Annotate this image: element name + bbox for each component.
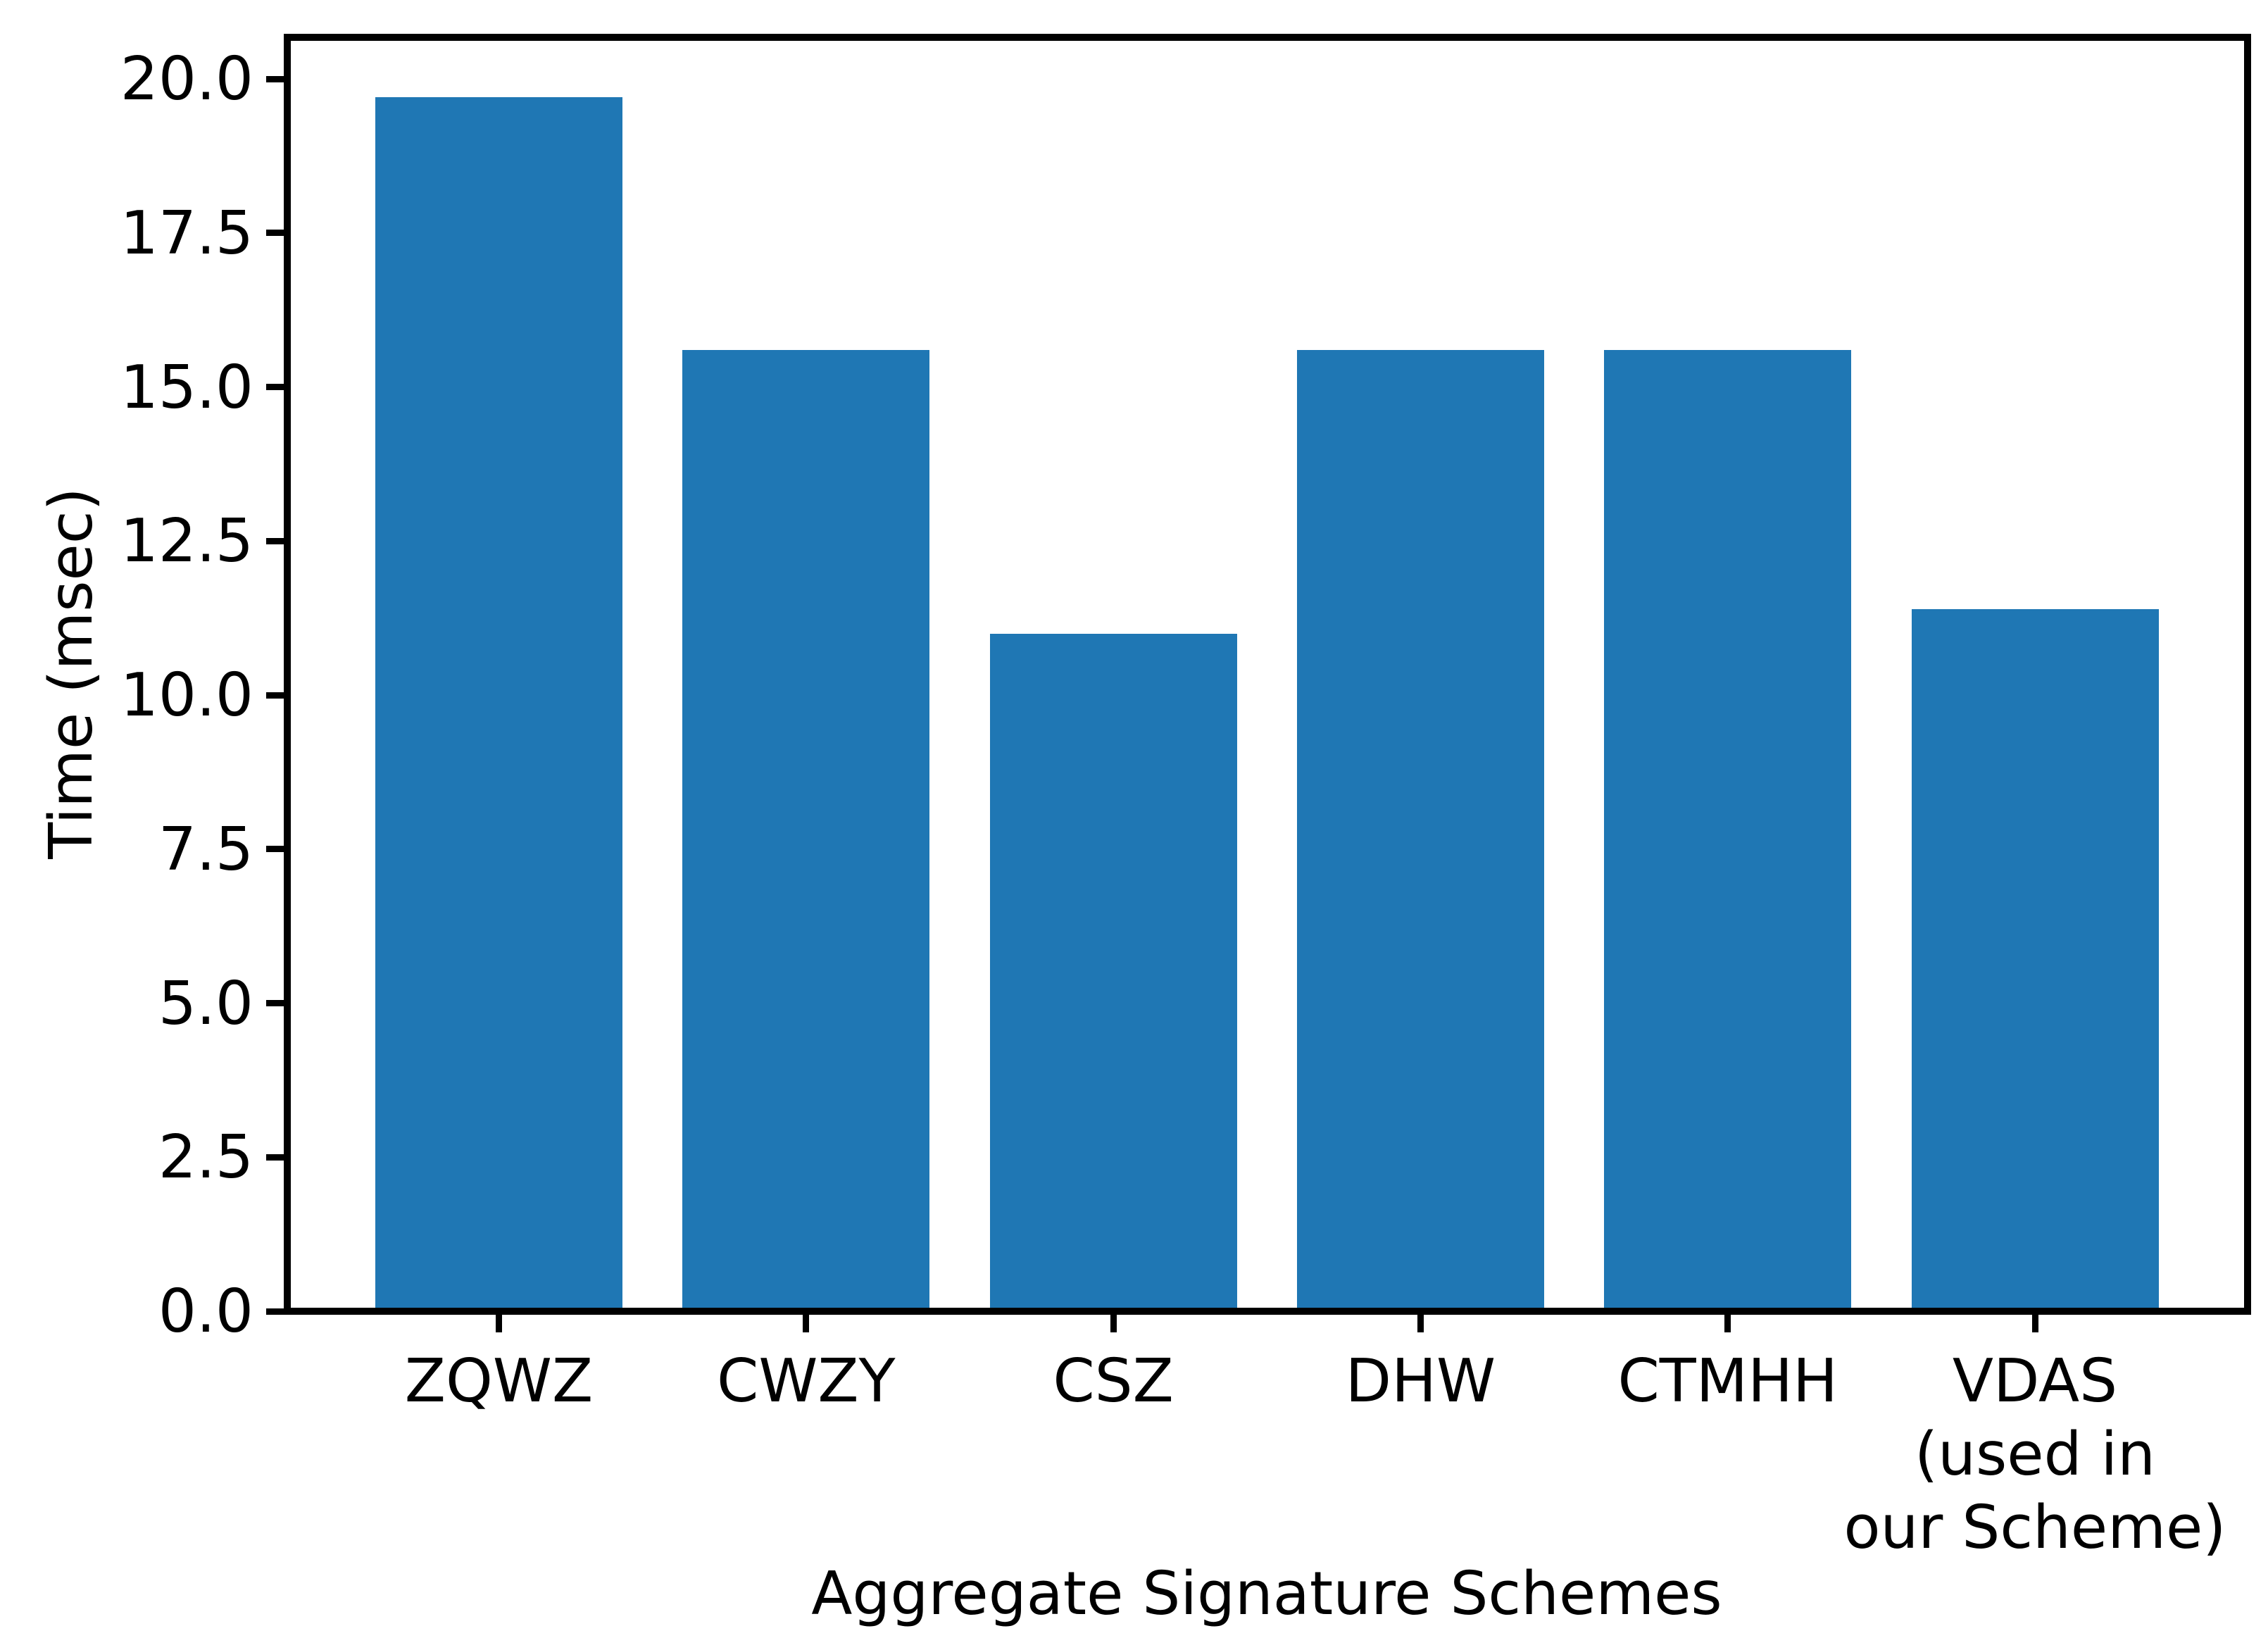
y-axis-label: Time (msec)	[37, 487, 106, 859]
y-tick-label: 7.5	[158, 814, 253, 884]
x-tick-mark	[1110, 1315, 1117, 1332]
bar-dhw	[1296, 350, 1544, 1311]
bar-ctmhh	[1604, 350, 1852, 1311]
y-tick-mark	[266, 692, 284, 699]
y-tick-label: 5.0	[158, 968, 253, 1039]
y-tick-mark	[266, 1308, 284, 1315]
y-tick-mark	[266, 230, 284, 237]
y-tick-label: 10.0	[120, 661, 253, 730]
x-tick-label: CSZ	[1053, 1346, 1174, 1416]
x-tick-mark	[1417, 1315, 1424, 1332]
y-tick-mark	[266, 384, 284, 390]
y-tick-label: 12.5	[120, 506, 253, 577]
y-tick-label: 17.5	[120, 198, 253, 268]
y-tick-mark	[266, 537, 284, 544]
x-tick-mark	[496, 1315, 502, 1332]
x-tick-label: DHW	[1345, 1346, 1496, 1416]
x-tick-mark	[2031, 1315, 2038, 1332]
y-tick-label: 20.0	[120, 44, 253, 114]
x-axis-label: Aggregate Signature Schemes	[811, 1559, 1722, 1629]
y-tick-label: 15.0	[120, 352, 253, 423]
y-tick-mark	[266, 1154, 284, 1161]
y-tick-mark	[266, 75, 284, 82]
bar-csz	[989, 633, 1237, 1311]
y-tick-label: 0.0	[158, 1277, 253, 1346]
y-tick-label: 2.5	[158, 1123, 253, 1193]
x-tick-mark	[1724, 1315, 1731, 1332]
x-tick-label: ZQWZ	[404, 1346, 594, 1416]
x-tick-label: CTMHH	[1617, 1346, 1838, 1416]
bar-cwzy	[682, 350, 930, 1311]
x-tick-label: VDAS (used in our Scheme)	[1843, 1346, 2226, 1563]
bar-vdas	[1911, 608, 2159, 1311]
y-tick-mark	[266, 846, 284, 853]
y-tick-mark	[266, 1000, 284, 1006]
bar-zqwz	[375, 97, 622, 1311]
x-tick-label: CWZY	[717, 1346, 896, 1416]
x-tick-mark	[803, 1315, 810, 1332]
